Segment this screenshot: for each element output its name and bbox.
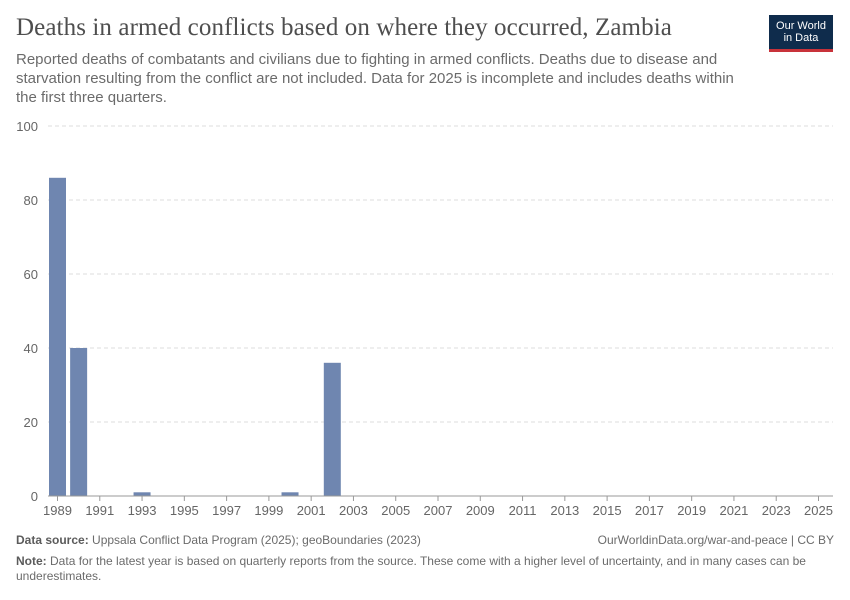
bars [49, 177, 341, 497]
y-tick-label: 80 [24, 193, 38, 208]
x-tick-label: 2001 [297, 503, 326, 518]
logo-line-1: Our World [776, 20, 826, 32]
x-tick-label: 1999 [254, 503, 283, 518]
owid-logo[interactable]: Our World in Data [769, 15, 833, 52]
x-tick-label: 2021 [719, 503, 748, 518]
y-tick-label: 0 [31, 489, 38, 504]
x-tick-label: 2003 [339, 503, 368, 518]
x-axis-ticks: 1989 1991 1993 1995 1997 1999 2001 2003 2005 2007… [43, 496, 833, 518]
logo-line-2: in Data [783, 32, 819, 44]
bar [49, 177, 66, 497]
x-tick-label: 1989 [43, 503, 72, 518]
x-tick-label: 1993 [128, 503, 157, 518]
x-tick-label: 1997 [212, 503, 241, 518]
y-tick-label: 100 [16, 119, 38, 134]
chart-subtitle: Reported deaths of combatants and civili… [16, 51, 734, 106]
data-source-line: Data source: Uppsala Conflict Data Progr… [16, 533, 834, 548]
data-source-label: Data source: [16, 533, 89, 547]
note-text: Data for the latest year is based on qua… [16, 554, 806, 583]
bar [133, 492, 151, 496]
chart-title: Deaths in armed conflicts based on where… [16, 14, 672, 41]
grid-lines [48, 125, 833, 423]
owid-url[interactable]: OurWorldinData.org/war-and-peace | CC BY [597, 533, 834, 547]
x-tick-label: 1991 [85, 503, 114, 518]
x-tick-label: 2023 [762, 503, 791, 518]
bar [281, 492, 299, 496]
x-tick-label: 1995 [170, 503, 199, 518]
bar [70, 348, 88, 496]
x-tick-label: 2005 [381, 503, 410, 518]
x-tick-label: 2007 [424, 503, 453, 518]
y-tick-label: 40 [24, 341, 38, 356]
x-tick-label: 2025 [804, 503, 833, 518]
note-label: Note: [16, 554, 47, 568]
x-tick-label: 2009 [466, 503, 495, 518]
y-axis-ticks: 0 20 40 60 80 100 [16, 119, 38, 504]
x-tick-label: 2017 [635, 503, 664, 518]
bar [323, 362, 341, 496]
x-tick-label: 2013 [550, 503, 579, 518]
y-tick-label: 60 [24, 267, 38, 282]
x-tick-label: 2015 [593, 503, 622, 518]
y-tick-label: 20 [24, 415, 38, 430]
data-source-text[interactable]: Uppsala Conflict Data Program (2025); ge… [92, 533, 421, 547]
x-tick-label: 2019 [677, 503, 706, 518]
x-tick-label: 2011 [509, 503, 537, 518]
bar-chart: 0 20 40 60 80 100 1989 1991 1993 1995 1997 1999 200… [16, 119, 833, 518]
note-line: Note: Data for the latest year is based … [16, 554, 834, 584]
